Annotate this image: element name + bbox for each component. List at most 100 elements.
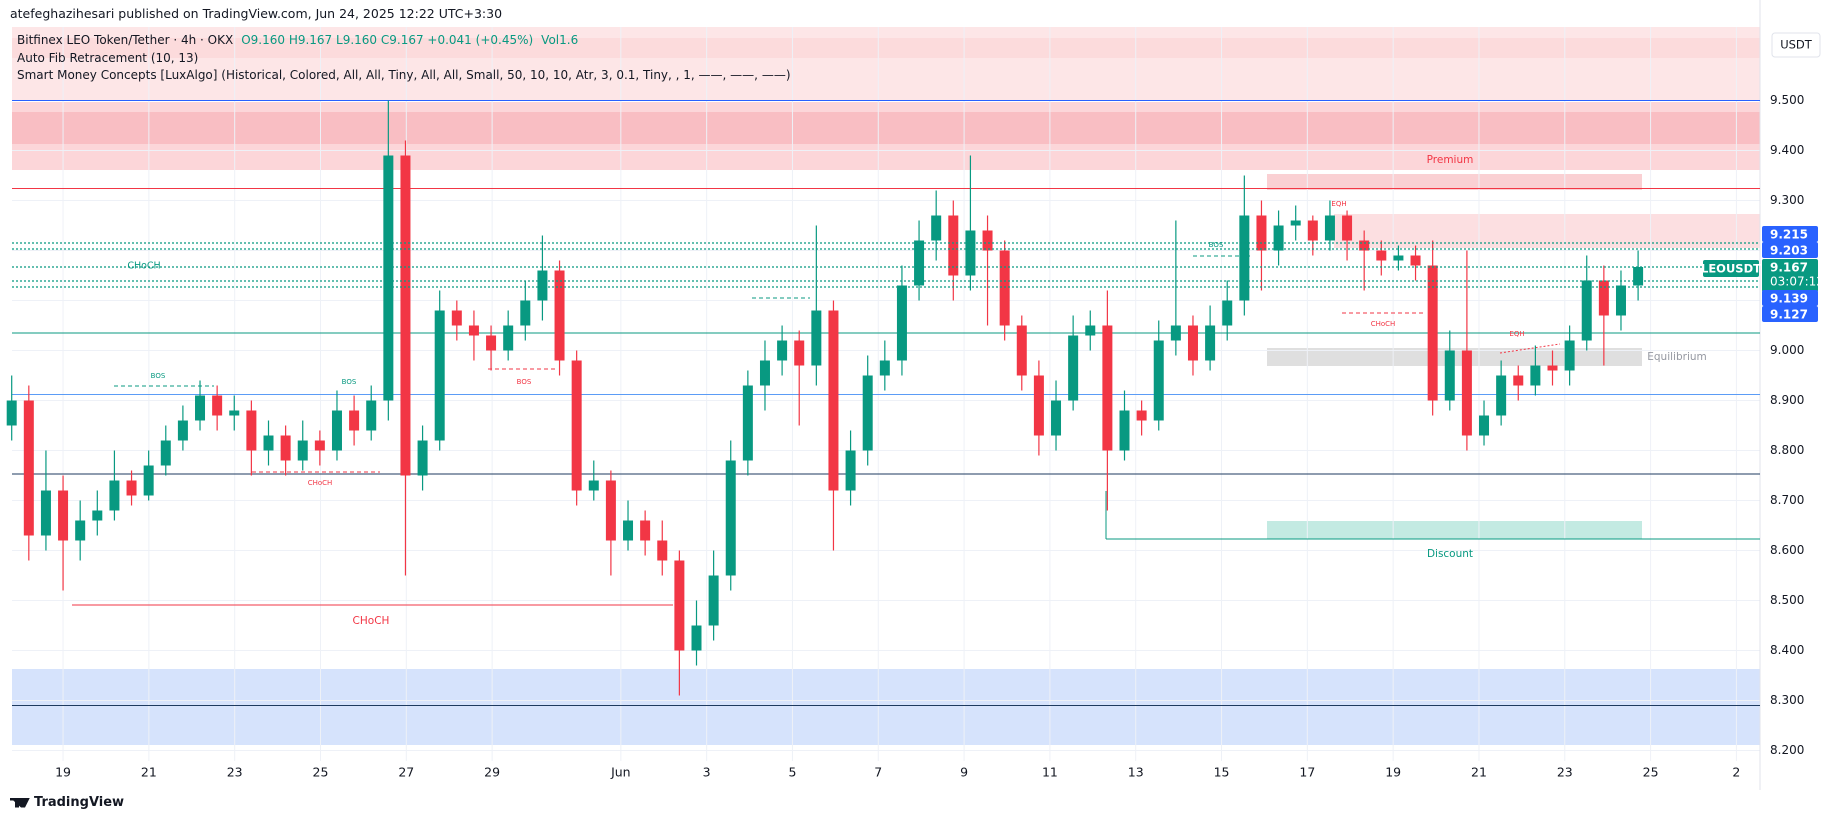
candle-body — [58, 490, 69, 541]
annotation: Equilibrium — [1647, 351, 1707, 363]
candle-body — [92, 510, 103, 521]
candle-body — [1290, 220, 1301, 226]
candle-body — [1393, 255, 1404, 261]
candle-body — [1530, 365, 1541, 386]
candle-body — [931, 215, 942, 241]
candle-body — [314, 440, 325, 451]
zone — [1334, 214, 1760, 248]
brand[interactable]: TradingView — [10, 795, 124, 810]
candle-body — [40, 490, 51, 536]
candle-body — [1376, 250, 1387, 261]
candle-body — [1461, 350, 1472, 436]
price-tag-label: 9.139 — [1770, 292, 1808, 306]
candle-body — [400, 155, 411, 476]
candle-body — [1444, 350, 1455, 401]
x-tick-label: 21 — [141, 765, 157, 780]
annotation: Discount — [1427, 548, 1473, 560]
candle-body — [571, 360, 582, 491]
candle-body — [948, 215, 959, 276]
candle-body — [657, 540, 668, 561]
candle-body — [1051, 400, 1062, 436]
y-tick-label: 9.500 — [1770, 93, 1804, 107]
price-tag-box — [1762, 259, 1818, 292]
candle-body — [1615, 285, 1626, 316]
price-tag: 9.139 — [1762, 290, 1818, 306]
y-tick-label: 8.300 — [1770, 693, 1804, 707]
currency-box — [1771, 32, 1821, 58]
candle-body — [1273, 225, 1284, 251]
legend: Bitfinex LEO Token/Tether · 4h · OKX O9.1… — [17, 32, 791, 85]
x-tick-label: 13 — [1128, 765, 1144, 780]
candle-body — [263, 435, 274, 451]
candle-body — [1205, 325, 1216, 361]
candle-body — [6, 400, 17, 426]
candle-body — [1359, 240, 1370, 251]
x-tick-label: 9 — [960, 765, 968, 780]
brand-logo — [10, 797, 30, 808]
annotation: BOS — [1209, 241, 1224, 249]
published-note: atefeghazihesari published on TradingVie… — [10, 6, 503, 21]
candle-body — [177, 420, 188, 441]
price-tag-label: 9.215 — [1770, 228, 1808, 242]
price-tag-label: 9.167 — [1770, 261, 1808, 275]
y-tick-label: 9.300 — [1770, 193, 1804, 207]
annotation: BOS — [151, 372, 166, 380]
price-tag: 9.203 — [1762, 242, 1818, 258]
candle-body — [640, 520, 651, 541]
candle-body — [195, 395, 206, 421]
candle-body — [212, 395, 223, 416]
candle-body — [434, 310, 445, 441]
candle-body — [605, 480, 616, 541]
x-tick-label: 17 — [1299, 765, 1315, 780]
countdown: 03:07:12 — [1770, 275, 1824, 289]
indicator[interactable]: Auto Fib Retracement (10, 13) — [17, 50, 199, 65]
candle-body — [1016, 325, 1027, 376]
candle-body — [588, 480, 599, 491]
candle-body — [297, 440, 308, 461]
y-tick-label: 9.000 — [1770, 343, 1804, 357]
candle-body — [691, 625, 702, 651]
ohlc: O9.160 H9.167 L9.160 C9.167 +0.041 (+0.4… — [241, 33, 534, 47]
candle-body — [1256, 215, 1267, 251]
y-tick-label: 8.400 — [1770, 643, 1804, 657]
x-tick-label: 21 — [1471, 765, 1487, 780]
candle-body — [1153, 340, 1164, 421]
candle-body — [623, 520, 634, 541]
annotation: BOS — [517, 378, 532, 386]
price-tag: 9.127 — [1762, 306, 1818, 322]
x-tick-label: 15 — [1214, 765, 1230, 780]
zone — [12, 38, 1760, 58]
indicator[interactable]: Smart Money Concepts [LuxAlgo] (Historic… — [17, 68, 791, 82]
candle-body — [366, 400, 377, 431]
candle-body — [845, 450, 856, 491]
candle-body — [1119, 410, 1130, 451]
candle-body — [537, 270, 548, 301]
candle-body — [160, 440, 171, 466]
candle-body — [503, 325, 514, 351]
price-tag-box — [1762, 226, 1818, 242]
candle-body — [777, 340, 788, 361]
candle-body — [331, 410, 342, 451]
x-tick-label: 25 — [1643, 765, 1659, 780]
price-tag-box — [1762, 306, 1818, 322]
x-tick-label: 29 — [484, 765, 500, 780]
candle-body — [1496, 375, 1507, 416]
candle-body — [879, 360, 890, 376]
y-tick-label: 8.700 — [1770, 493, 1804, 507]
candle-body — [451, 310, 462, 326]
volume: Vol1.6 — [541, 33, 579, 47]
annotation: CHoCH — [353, 615, 390, 627]
candle-body — [862, 375, 873, 451]
candle-body — [23, 400, 34, 536]
annotation: EQH — [1331, 200, 1346, 208]
zone — [12, 102, 1760, 170]
symbol-tag-label: LEOUSDT — [1701, 262, 1761, 276]
candle-body — [1033, 375, 1044, 436]
candle-body — [1068, 335, 1079, 401]
zone — [12, 112, 1760, 144]
candle-body — [1307, 220, 1318, 241]
symbol[interactable]: Bitfinex LEO Token/Tether · 4h · OKX — [17, 33, 234, 47]
x-tick-label: 7 — [874, 765, 882, 780]
